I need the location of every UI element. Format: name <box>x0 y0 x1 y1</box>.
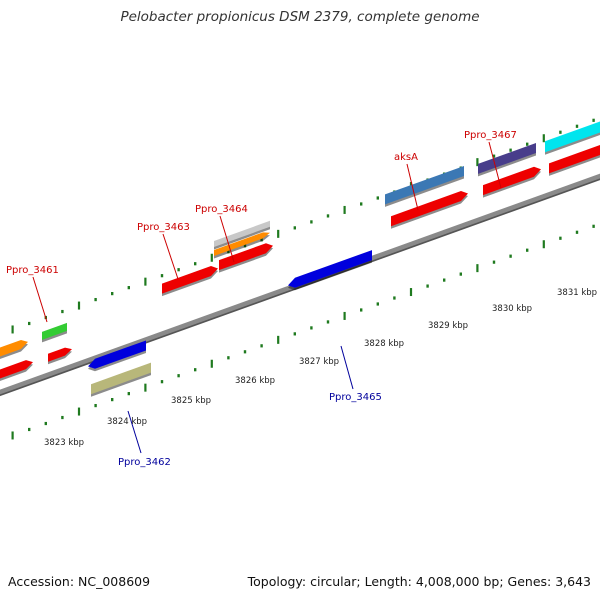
scale-label: 3827 kbp <box>299 357 339 367</box>
gene-feature <box>545 121 600 153</box>
gene-label: aksA <box>394 152 418 163</box>
gene-feature <box>385 165 464 205</box>
feature-track <box>0 121 600 397</box>
label-leaders <box>32 141 502 454</box>
label-leader-line <box>162 233 179 280</box>
scale-label: 3823 kbp <box>44 438 84 448</box>
gene-feature <box>0 339 28 357</box>
gene-feature <box>0 360 33 379</box>
scale-label: 3824 kbp <box>107 417 147 427</box>
gene-feature <box>88 340 146 369</box>
scale-label: 3825 kbp <box>171 396 211 406</box>
label-leader-line <box>127 410 142 454</box>
gene-feature <box>391 191 468 227</box>
gene-label: Ppro_3462 <box>118 457 171 468</box>
scale-label: 3828 kbp <box>364 339 404 349</box>
gene-feature <box>478 143 536 174</box>
gene-feature <box>483 166 541 196</box>
gene-label: Ppro_3464 <box>195 204 248 215</box>
scale-labels: 3823 kbp 3824 kbp 3825 kbp 3826 kbp 3827 kbp… <box>44 288 597 448</box>
scale-label: 3831 kbp <box>557 288 597 298</box>
gene-label: Ppro_3463 <box>137 222 190 233</box>
label-leader-line <box>219 215 235 263</box>
map-title: Pelobacter propionicus DSM 2379, complet… <box>120 9 480 25</box>
top-tick-track <box>11 118 595 334</box>
gene-label: Ppro_3467 <box>464 130 517 141</box>
gene-label: Ppro_3461 <box>6 265 59 276</box>
gene-label: Ppro_3465 <box>329 392 382 403</box>
gene-feature <box>219 243 273 271</box>
label-leader-line <box>488 141 502 189</box>
label-leader-line <box>406 163 419 211</box>
scale-label: 3830 kbp <box>492 304 532 314</box>
label-leader-line <box>32 276 48 323</box>
gene-labels: Ppro_3461 Ppro_3463 Ppro_3464 aksA Ppro_3467… <box>6 130 517 468</box>
gene-feature <box>214 220 270 247</box>
gene-feature <box>48 347 72 362</box>
gene-feature <box>91 362 151 395</box>
scale-label: 3826 kbp <box>235 376 275 386</box>
scale-label: 3829 kbp <box>428 321 468 331</box>
bottom-tick-track <box>11 224 595 440</box>
gene-feature <box>549 144 600 174</box>
topology-text: Topology: circular; Length: 4,008,000 bp… <box>247 574 591 589</box>
gene-feature <box>288 250 372 288</box>
gene-feature <box>42 322 67 340</box>
label-leader-line <box>340 345 354 390</box>
gene-feature <box>162 266 218 294</box>
accession-text: Accession: NC_008609 <box>8 574 151 589</box>
gene-feature <box>214 232 270 256</box>
